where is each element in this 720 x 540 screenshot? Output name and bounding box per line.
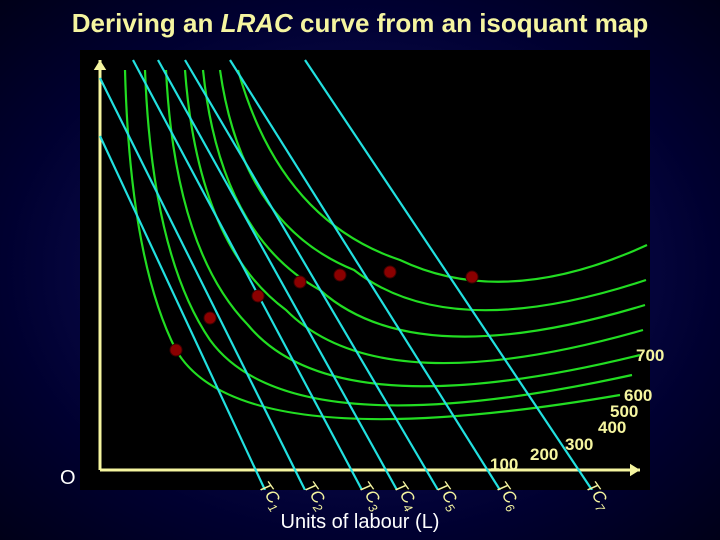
slide-title: Deriving an LRAC curve from an isoquant … — [0, 8, 720, 39]
title-italic: LRAC — [221, 8, 293, 38]
tangency-point — [252, 290, 264, 302]
tangency-point — [466, 271, 478, 283]
isocost-line — [133, 60, 362, 490]
isocost-line — [185, 60, 438, 490]
x-axis-label: Units of labour (L) — [0, 511, 720, 534]
isoquant-curve — [238, 70, 647, 282]
isoquant-curve — [220, 70, 646, 310]
isoquant-label: 200 — [530, 445, 558, 465]
plot-area — [80, 50, 650, 490]
tangency-point — [294, 276, 306, 288]
isoquant-label: 700 — [636, 346, 664, 366]
isocost-line — [230, 60, 500, 490]
tangency-point — [384, 266, 396, 278]
title-prefix: Deriving an — [72, 8, 221, 38]
isocost-line — [305, 60, 592, 490]
tangency-point — [334, 269, 346, 281]
isoquant-curve — [145, 70, 632, 405]
tangency-point — [170, 344, 182, 356]
isoquant-label: 600 — [624, 386, 652, 406]
isoquant-label: 100 — [490, 455, 518, 475]
isoquant-curve — [166, 70, 640, 386]
title-suffix: curve from an isoquant map — [293, 8, 648, 38]
tangency-point — [204, 312, 216, 324]
origin-label: O — [60, 467, 76, 490]
isoquant-label: 300 — [565, 435, 593, 455]
plot-svg — [80, 50, 650, 490]
